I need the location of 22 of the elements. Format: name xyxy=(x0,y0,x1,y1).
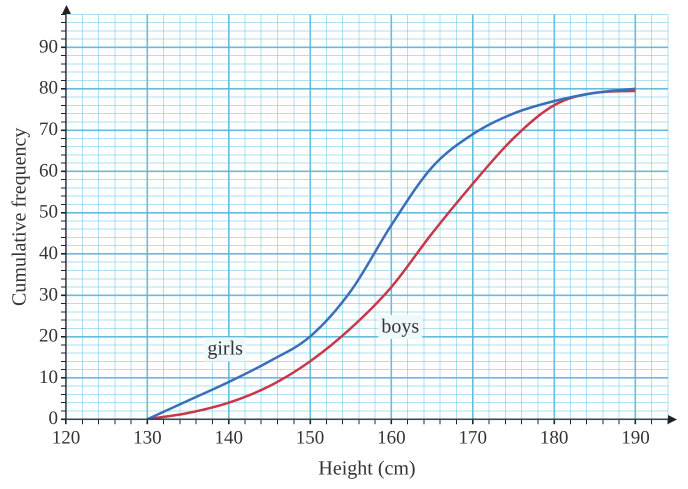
y-tick-label: 10 xyxy=(39,366,58,388)
y-tick-label: 30 xyxy=(39,284,58,306)
y-tick-label: 60 xyxy=(39,160,58,182)
x-axis-title: Height (cm) xyxy=(318,457,416,480)
y-tick-label: 70 xyxy=(39,119,58,140)
x-tick-label: 190 xyxy=(621,428,650,449)
y-tick-label: 50 xyxy=(39,202,58,223)
y-tick-label: 40 xyxy=(39,242,58,264)
x-tick-label: 120 xyxy=(52,428,80,449)
x-tick-label: 160 xyxy=(377,428,406,449)
x-tick-label: 170 xyxy=(458,428,488,449)
x-tick-label: 150 xyxy=(296,428,324,449)
series-label: boys xyxy=(381,315,420,338)
x-tick-label: 140 xyxy=(214,428,243,449)
series-label: girls xyxy=(207,338,244,360)
y-tick-label: 20 xyxy=(39,326,58,347)
y-tick-label: 0 xyxy=(48,408,58,430)
y-tick-label: 90 xyxy=(39,36,58,58)
y-tick-label: 80 xyxy=(39,78,58,99)
x-tick-label: 130 xyxy=(133,428,162,449)
y-axis-title: Cumulative frequency xyxy=(8,128,30,306)
x-tick-label: 180 xyxy=(540,428,568,449)
